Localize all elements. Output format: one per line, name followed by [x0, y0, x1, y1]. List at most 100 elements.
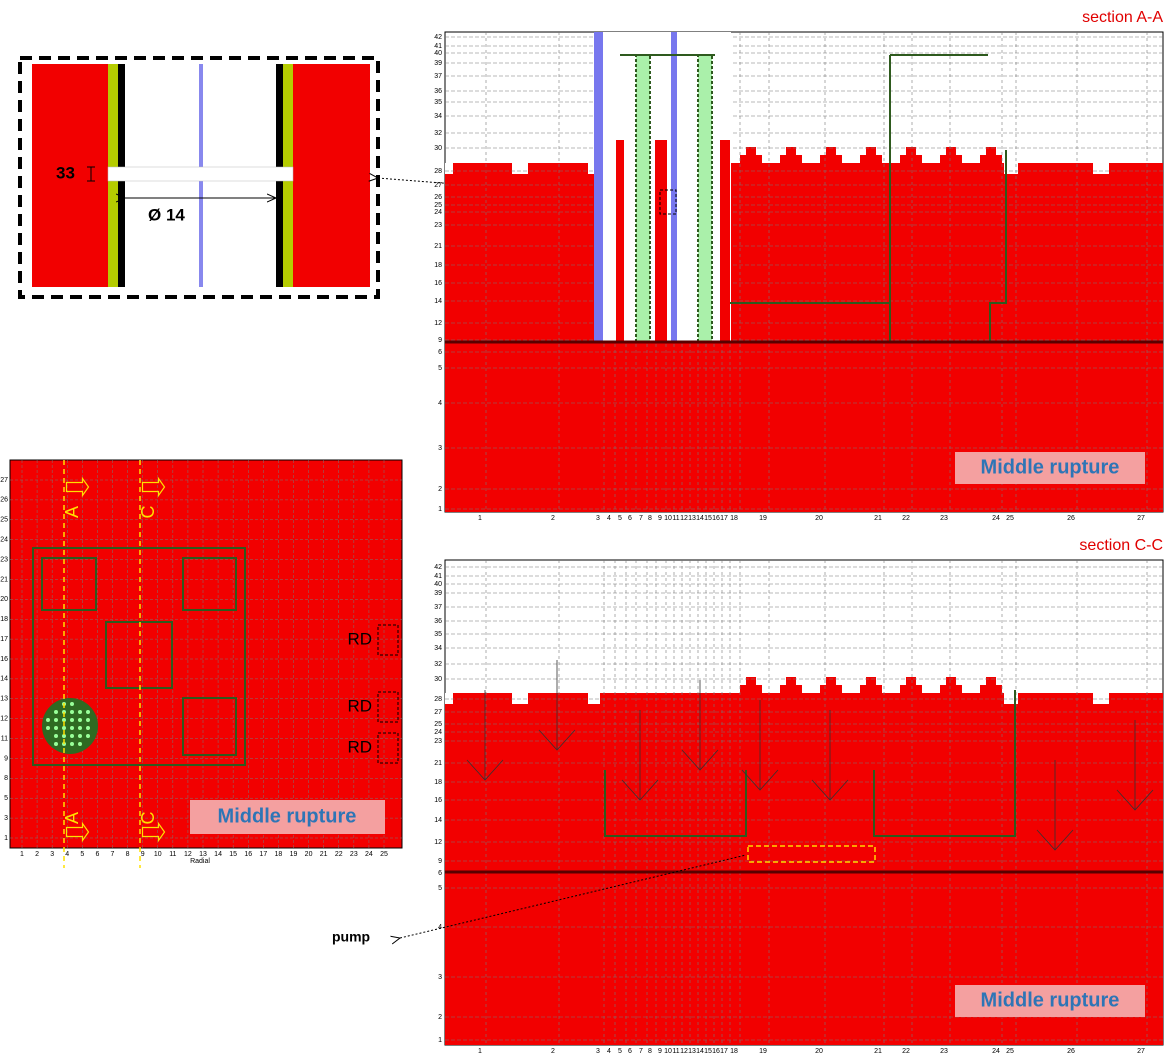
y-tick-label: 27: [0, 477, 8, 484]
x-tick-label: 1: [478, 515, 482, 522]
y-tick-label: 23: [434, 738, 442, 745]
step: [740, 685, 762, 693]
fuel-pin: [86, 710, 90, 714]
x-tick-label: 10: [154, 851, 162, 858]
y-tick-label: 2: [438, 486, 442, 493]
x-tick-label: 3: [50, 851, 54, 858]
step: [900, 685, 922, 693]
x-tick-label: 3: [596, 515, 600, 522]
height-label: 33: [56, 163, 75, 182]
y-tick-label: 14: [434, 298, 442, 305]
step: [980, 685, 1002, 693]
x-tick-label: 22: [902, 1048, 910, 1053]
y-tick-label: 26: [434, 194, 442, 201]
y-tick-label: 9: [4, 755, 8, 762]
x-tick-label: 23: [940, 1048, 948, 1053]
step: [866, 677, 876, 685]
fuel-bundle: [42, 698, 98, 754]
fuel-pin: [46, 718, 50, 722]
x-tick-label: 17: [720, 515, 728, 522]
x-tick-label: 23: [350, 851, 358, 858]
step: [860, 155, 882, 163]
x-tick-label: 20: [815, 515, 823, 522]
notch: [512, 163, 528, 174]
rd-label: RD: [347, 696, 372, 715]
step: [780, 685, 802, 693]
x-tick-label: 19: [290, 851, 298, 858]
x-tick-label: 26: [1067, 1048, 1075, 1053]
y-tick-label: 21: [0, 576, 8, 583]
section-letter: C: [138, 506, 158, 519]
fuel-pin: [54, 718, 58, 722]
x-tick-label: 15: [229, 851, 237, 858]
section-letter: C: [138, 812, 158, 825]
x-tick-label: 1: [20, 851, 24, 858]
y-tick-label: 41: [434, 43, 442, 50]
fuel-pin: [70, 710, 74, 714]
y-tick-label: 41: [434, 573, 442, 580]
x-tick-label: 2: [35, 851, 39, 858]
notch: [445, 693, 453, 704]
y-tick-label: 1: [4, 835, 8, 842]
y-tick-label: 23: [434, 222, 442, 229]
step: [980, 155, 1002, 163]
notch: [512, 693, 528, 704]
y-tick-label: 18: [434, 779, 442, 786]
y-tick-label: 4: [438, 924, 442, 931]
y-tick-label: 24: [434, 729, 442, 736]
y-tick-label: 34: [434, 645, 442, 652]
y-tick-label: 1: [438, 1037, 442, 1044]
x-tick-label: 9: [658, 1048, 662, 1053]
x-tick-label: 25: [380, 851, 388, 858]
annotation: Middle rupture: [981, 456, 1120, 478]
fuel-pin: [70, 702, 74, 706]
y-tick-label: 4: [438, 400, 442, 407]
y-tick-label: 2: [438, 1014, 442, 1021]
fuel-pin: [70, 742, 74, 746]
x-tick-label: 11: [672, 1048, 679, 1053]
x-tick-label: 27: [1137, 515, 1145, 522]
y-tick-label: 11: [1, 735, 8, 742]
x-tick-label: 5: [618, 1048, 622, 1053]
y-tick-label: 40: [434, 581, 442, 588]
x-tick-label: 17: [720, 1048, 728, 1053]
y-tick-label: 12: [0, 716, 8, 723]
y-tick-label: 40: [434, 50, 442, 57]
y-tick-label: 8: [4, 775, 8, 782]
fuel-pin: [78, 742, 82, 746]
y-tick-label: 6: [438, 870, 442, 877]
fuel-pin: [70, 718, 74, 722]
notch: [1093, 693, 1109, 704]
section-title: section C-C: [1079, 537, 1163, 554]
y-tick-label: 36: [434, 88, 442, 95]
x-tick-label: 16: [244, 851, 252, 858]
x-tick-label: 24: [992, 515, 1000, 522]
x-tick-label: 18: [730, 515, 738, 522]
x-tick-label: 12: [680, 1048, 688, 1053]
y-tick-label: 3: [438, 974, 442, 981]
step: [740, 155, 762, 163]
fuel-pin: [86, 734, 90, 738]
fuel-pin: [54, 742, 58, 746]
y-tick-label: 32: [434, 130, 442, 137]
y-tick-label: 27: [434, 182, 442, 189]
rd-label: RD: [347, 737, 372, 756]
step: [940, 685, 962, 693]
y-tick-label: 9: [438, 858, 442, 865]
x-tick-label: 20: [305, 851, 313, 858]
section-letter: A: [62, 812, 82, 824]
x-tick-label: 13: [688, 1048, 696, 1053]
fuel-pin: [86, 726, 90, 730]
y-tick-label: 42: [434, 34, 442, 41]
x-tick-label: 22: [902, 515, 910, 522]
slit: [108, 167, 293, 181]
x-tick-label: 9: [658, 515, 662, 522]
x-tick-label: 26: [1067, 515, 1075, 522]
y-tick-label: 5: [438, 365, 442, 372]
step: [986, 677, 996, 685]
blue-rod: [594, 32, 603, 342]
fuel-pin: [70, 734, 74, 738]
y-tick-label: 35: [434, 631, 442, 638]
y-tick-label: 5: [438, 885, 442, 892]
y-tick-label: 26: [0, 497, 8, 504]
